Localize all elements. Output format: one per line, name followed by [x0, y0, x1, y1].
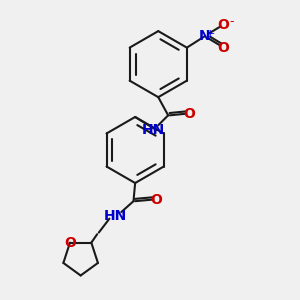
Text: HN: HN	[104, 209, 127, 223]
Text: N: N	[199, 29, 211, 43]
Text: +: +	[206, 29, 216, 39]
Text: -: -	[229, 15, 234, 28]
Text: O: O	[217, 40, 229, 55]
Text: HN: HN	[142, 123, 165, 137]
Text: O: O	[64, 236, 76, 250]
Text: O: O	[184, 107, 196, 121]
Text: O: O	[217, 17, 229, 32]
Text: O: O	[151, 193, 163, 206]
